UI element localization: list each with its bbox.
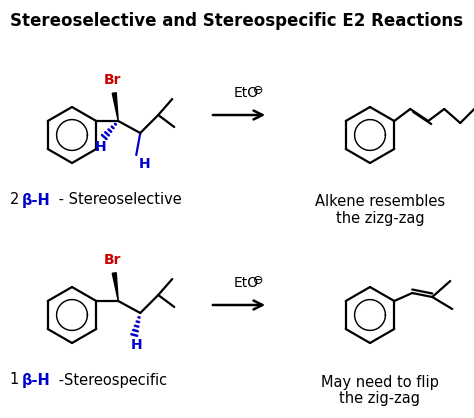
Text: 1: 1 bbox=[10, 372, 24, 387]
Text: Br: Br bbox=[103, 253, 121, 267]
Text: 2: 2 bbox=[10, 193, 24, 207]
Text: May need to flip: May need to flip bbox=[321, 375, 439, 390]
Text: β-H: β-H bbox=[22, 372, 51, 387]
Text: Alkene resembles: Alkene resembles bbox=[315, 194, 445, 209]
Text: EtO: EtO bbox=[234, 276, 259, 290]
Text: H: H bbox=[130, 338, 142, 352]
Text: β-H: β-H bbox=[22, 193, 51, 207]
Text: EtO: EtO bbox=[234, 86, 259, 100]
Text: Br: Br bbox=[103, 73, 121, 87]
Text: H: H bbox=[94, 140, 106, 154]
Text: Stereoselective and Stereospecific E2 Reactions: Stereoselective and Stereospecific E2 Re… bbox=[10, 12, 464, 30]
Polygon shape bbox=[112, 273, 118, 301]
Text: ⊖: ⊖ bbox=[253, 274, 263, 287]
Text: the zig-zag: the zig-zag bbox=[339, 390, 420, 405]
Polygon shape bbox=[112, 93, 118, 121]
Text: the zizg-zag: the zizg-zag bbox=[336, 211, 424, 225]
Text: ⊖: ⊖ bbox=[253, 84, 263, 97]
Text: - Stereoselective: - Stereoselective bbox=[54, 193, 182, 207]
Text: -Stereospecific: -Stereospecific bbox=[54, 372, 167, 387]
Text: H: H bbox=[138, 157, 150, 171]
